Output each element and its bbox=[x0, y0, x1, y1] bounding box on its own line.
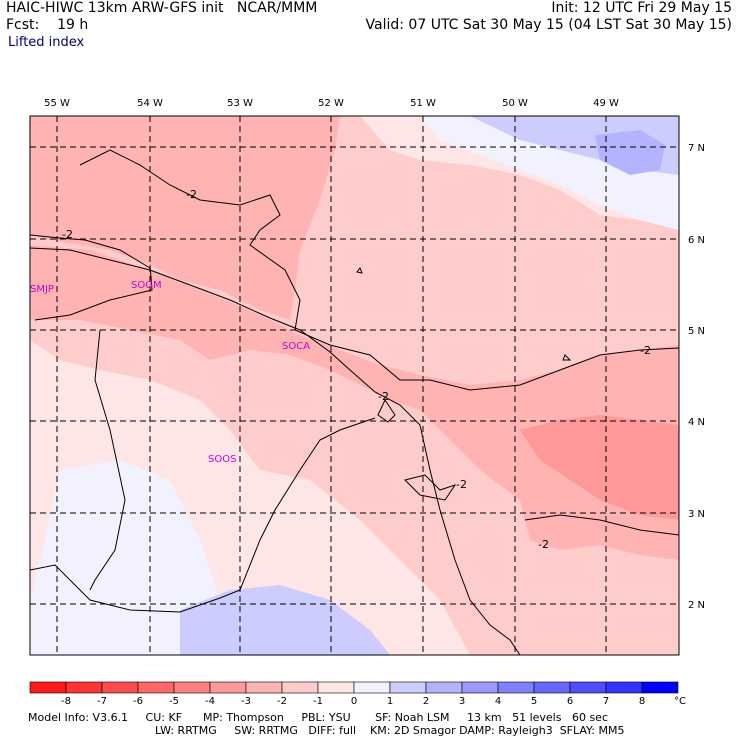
station-labels: SMJP SOGM SOCA SOOS bbox=[30, 280, 310, 465]
lat-label: 2 N bbox=[688, 600, 705, 611]
lat-label: 6 N bbox=[688, 235, 705, 246]
contour-label-3: -2 bbox=[378, 390, 389, 403]
colorbar-tick-label: -8 bbox=[61, 696, 71, 707]
lon-label: 51 W bbox=[410, 98, 436, 109]
shaded-field bbox=[30, 116, 679, 655]
colorbar-tick-label: 5 bbox=[531, 696, 537, 707]
colorbar-swatch bbox=[281, 681, 319, 694]
colorbar-tick-label: 1 bbox=[387, 696, 393, 707]
lon-label: 54 W bbox=[137, 98, 163, 109]
lat-label: 3 N bbox=[688, 509, 705, 520]
lon-label: 53 W bbox=[227, 98, 253, 109]
colorbar-swatch bbox=[569, 681, 607, 694]
colorbar-tick-label: 3 bbox=[459, 696, 465, 707]
model-title: HAIC-HIWC 13km ARW-GFS init NCAR/MMM bbox=[6, 0, 318, 16]
coastline-borders bbox=[29, 247, 521, 656]
colorbar-swatch bbox=[605, 681, 643, 694]
lat-label: 4 N bbox=[688, 417, 705, 428]
colorbar-swatch bbox=[641, 681, 679, 694]
lat-label: 7 N bbox=[688, 143, 705, 154]
colorbar-swatch bbox=[29, 681, 67, 694]
lon-label: 55 W bbox=[44, 98, 70, 109]
colorbar-unit: °C bbox=[674, 696, 686, 707]
lon-label: 50 W bbox=[502, 98, 528, 109]
contour-label-4: -2 bbox=[456, 478, 467, 491]
colorbar-swatch bbox=[137, 681, 175, 694]
colorbar-tick-label: 8 bbox=[639, 696, 645, 707]
contour-label-2: -2 bbox=[62, 228, 73, 241]
latitude-labels: 7 N 6 N 5 N 4 N 3 N 2 N bbox=[688, 143, 705, 611]
shade-minus2-coast bbox=[30, 245, 679, 560]
station-label: SOCA bbox=[282, 341, 310, 352]
colorbar-tick-label: 0 bbox=[351, 696, 357, 707]
colorbar-swatch bbox=[353, 681, 391, 694]
colorbar-swatch bbox=[317, 681, 355, 694]
contour-label-5: -2 bbox=[640, 344, 651, 357]
colorbar-tick-label: -5 bbox=[169, 696, 179, 707]
footer-line-2: LW: RRTMG SW: RRTMG DIFF: full KM: 2D Sm… bbox=[155, 724, 625, 737]
footer-line-1: Model Info: V3.6.1 CU: KF MP: Thompson P… bbox=[28, 711, 608, 724]
contour-minus2 bbox=[29, 149, 680, 536]
colorbar-tick-label: -2 bbox=[277, 696, 287, 707]
shade-minus2-north bbox=[30, 116, 340, 320]
lon-label: 49 W bbox=[593, 98, 619, 109]
colorbar-swatch bbox=[425, 681, 463, 694]
station-label: SOGM bbox=[131, 280, 162, 291]
colorbar-swatch bbox=[209, 681, 247, 694]
colorbar-swatch bbox=[461, 681, 499, 694]
colorbar-swatch bbox=[497, 681, 535, 694]
colorbar: -8 -7 -6 -5 -4 -3 -2 -1 0 1 2 3 4 5 6 7 8 bbox=[29, 681, 679, 707]
colorbar-swatch bbox=[173, 681, 211, 694]
station-label: SMJP bbox=[30, 284, 54, 295]
shade-plus3-ne bbox=[595, 130, 665, 175]
colorbar-tick-label: 6 bbox=[567, 696, 573, 707]
valid-time: Valid: 07 UTC Sat 30 May 15 (04 LST Sat … bbox=[365, 17, 732, 33]
colorbar-tick-label: -1 bbox=[313, 696, 323, 707]
colorbar-tick-label: -6 bbox=[133, 696, 143, 707]
colorbar-swatch bbox=[533, 681, 571, 694]
shade-minus3-east bbox=[520, 415, 679, 520]
map-frame bbox=[29, 115, 680, 656]
longitude-labels: 55 W 54 W 53 W 52 W 51 W 50 W 49 W bbox=[44, 98, 619, 109]
shade-plus1-south bbox=[30, 460, 230, 655]
colorbar-tick-label: 2 bbox=[423, 696, 429, 707]
init-time: Init: 12 UTC Fri 29 May 15 bbox=[551, 0, 732, 16]
colorbar-swatch bbox=[101, 681, 139, 694]
station-label: SOOS bbox=[208, 454, 236, 465]
contour-label-6: -2 bbox=[538, 538, 549, 551]
shade-plus2-south bbox=[180, 585, 390, 655]
field-name: Lifted index bbox=[8, 35, 85, 50]
colorbar-tick-label: 4 bbox=[495, 696, 501, 707]
colorbar-tick-label: 7 bbox=[603, 696, 609, 707]
forecast-hour: Fcst: 19 h bbox=[6, 17, 89, 33]
colorbar-tick-label: -3 bbox=[241, 696, 251, 707]
colorbar-swatch bbox=[245, 681, 283, 694]
lon-label: 52 W bbox=[318, 98, 344, 109]
contour-label-1: -2 bbox=[186, 188, 197, 201]
lat-lon-grid bbox=[30, 116, 679, 655]
lat-label: 5 N bbox=[688, 326, 705, 337]
colorbar-swatch bbox=[65, 681, 103, 694]
colorbar-tick-label: -4 bbox=[205, 696, 215, 707]
colorbar-tick-label: -7 bbox=[97, 696, 107, 707]
colorbar-swatch bbox=[389, 681, 427, 694]
